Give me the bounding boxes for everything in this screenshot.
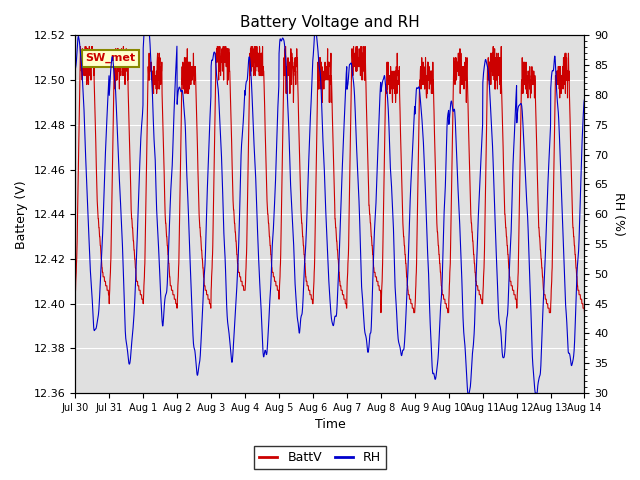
Legend: BattV, RH: BattV, RH: [253, 446, 387, 469]
Title: Battery Voltage and RH: Battery Voltage and RH: [240, 15, 420, 30]
BattV: [72, 292, 79, 298]
RH: [140, 33, 148, 38]
Text: SW_met: SW_met: [86, 53, 136, 63]
RH: [72, 66, 79, 72]
X-axis label: Time: Time: [314, 419, 345, 432]
BattV: [77, 44, 84, 49]
RH: [356, 212, 364, 217]
RH: [580, 96, 588, 102]
Y-axis label: Battery (V): Battery (V): [15, 180, 28, 249]
BattV: [377, 310, 385, 315]
BattV: [214, 44, 221, 49]
BattV: [344, 252, 352, 257]
RH: [214, 80, 221, 86]
RH: [536, 372, 544, 378]
BattV: [536, 238, 544, 244]
Line: RH: RH: [76, 36, 584, 393]
RH: [344, 76, 352, 82]
BattV: [550, 153, 558, 159]
BattV: [356, 64, 364, 70]
RH: [464, 390, 472, 396]
Line: BattV: BattV: [76, 47, 584, 312]
Y-axis label: RH (%): RH (%): [612, 192, 625, 236]
BattV: [580, 310, 588, 315]
BattV: [478, 301, 486, 307]
RH: [550, 60, 558, 66]
RH: [478, 137, 486, 143]
